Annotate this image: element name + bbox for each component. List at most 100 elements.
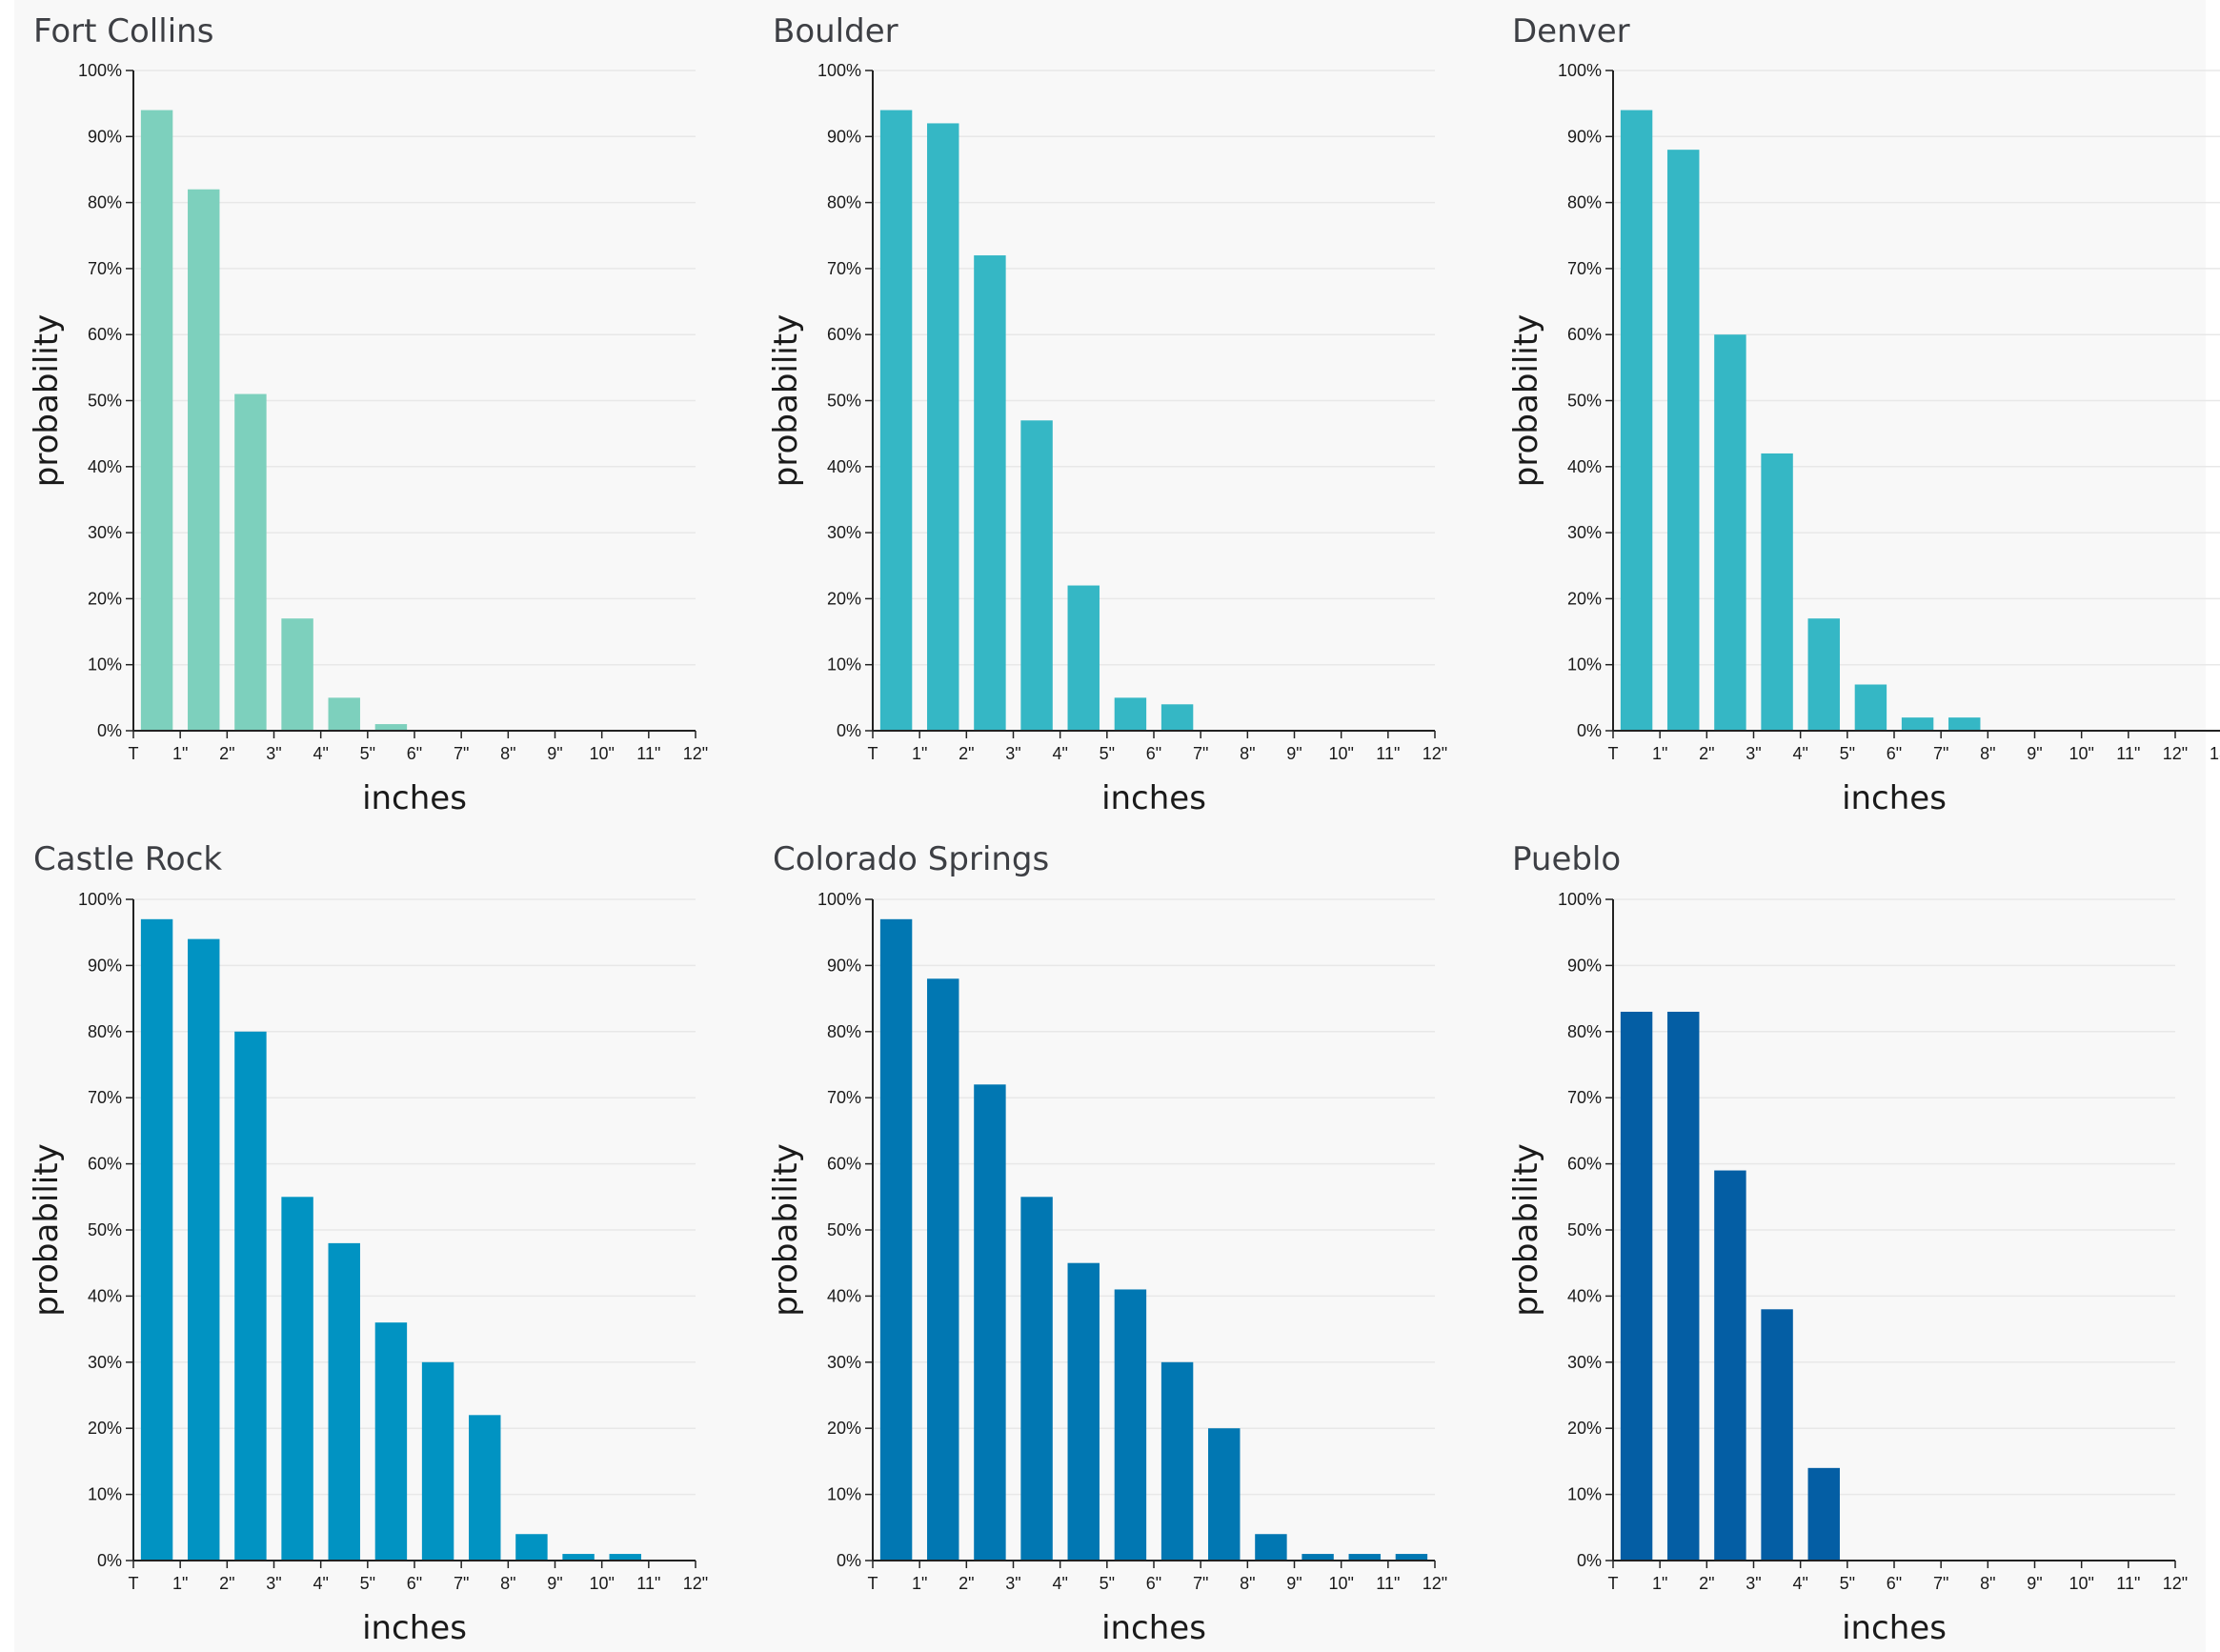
x-tick-label: 1": [1652, 1574, 1667, 1593]
x-tick-label: 9": [1286, 1574, 1302, 1593]
bar: [974, 1084, 1006, 1561]
x-axis-label: inches: [1842, 779, 1947, 817]
y-tick-label: 0%: [837, 1551, 861, 1570]
y-tick-label: 90%: [88, 956, 122, 975]
x-tick-label: T: [1608, 1574, 1619, 1593]
bar: [188, 189, 220, 732]
x-tick-label: 6": [407, 744, 422, 763]
x-tick-label: T: [868, 1574, 878, 1593]
y-tick-label: 80%: [1567, 193, 1602, 212]
y-tick-label: 30%: [1567, 1353, 1602, 1372]
bar: [1948, 717, 1981, 731]
y-tick-label: 100%: [78, 61, 122, 80]
bar: [1667, 150, 1700, 731]
bar: [1714, 334, 1746, 731]
x-tick-label: 12": [683, 744, 708, 763]
y-tick-label: 90%: [88, 127, 122, 146]
x-tick-label: 3": [1746, 1574, 1761, 1593]
x-tick-label: 1": [172, 1574, 188, 1593]
y-tick-label: 80%: [88, 193, 122, 212]
y-tick-label: 30%: [827, 523, 861, 542]
x-tick-label: 4": [313, 1574, 328, 1593]
y-tick-label: 50%: [827, 1220, 861, 1239]
y-axis-label: probability: [1507, 314, 1545, 487]
y-tick-label: 40%: [827, 1286, 861, 1305]
x-tick-label: 7": [454, 744, 469, 763]
y-tick-label: 100%: [817, 890, 861, 909]
x-tick-label: 2": [219, 744, 234, 763]
y-tick-label: 100%: [1558, 61, 1602, 80]
bar: [562, 1554, 595, 1561]
bar: [281, 1197, 313, 1561]
bar: [927, 123, 959, 731]
x-tick-label: 4": [1052, 1574, 1067, 1593]
x-tick-label: 6": [407, 1574, 422, 1593]
x-tick-label: 11": [1376, 1574, 1400, 1593]
bar: [188, 938, 220, 1561]
x-tick-label: T: [129, 744, 139, 763]
bar: [1714, 1170, 1746, 1561]
y-tick-label: 50%: [1567, 1220, 1602, 1239]
y-tick-label: 40%: [1567, 457, 1602, 476]
y-tick-label: 20%: [1567, 1419, 1602, 1438]
bar: [1067, 585, 1100, 731]
y-tick-label: 70%: [827, 1088, 861, 1107]
y-tick-label: 50%: [827, 392, 861, 411]
bar: [974, 255, 1006, 731]
y-tick-label: 40%: [1567, 1286, 1602, 1305]
y-tick-label: 70%: [827, 259, 861, 278]
x-tick-label: 11": [2116, 1574, 2140, 1593]
bar: [1620, 110, 1653, 731]
bar: [1854, 684, 1887, 731]
x-tick-label: 2": [1699, 1574, 1714, 1593]
bar: [1020, 420, 1053, 731]
y-axis-label: probability: [767, 1143, 805, 1316]
y-tick-label: 0%: [1577, 1551, 1602, 1570]
y-tick-label: 10%: [827, 1485, 861, 1504]
chart-pueblo: Pueblo 0% 10% 20% 30% 40% 50% 60% 70% 80% 90% 100% T…: [1507, 840, 2188, 1647]
x-tick-label: 9": [2027, 744, 2042, 763]
y-tick-label: 60%: [88, 1155, 122, 1174]
x-tick-label: 5": [360, 1574, 375, 1593]
x-axis-label: inches: [362, 779, 467, 817]
x-tick-label: 6": [1887, 1574, 1902, 1593]
y-tick-label: 40%: [827, 457, 861, 476]
x-tick-label: 4": [313, 744, 328, 763]
y-tick-label: 20%: [88, 589, 122, 608]
x-tick-label: 5": [1100, 744, 1115, 763]
bar: [1067, 1262, 1100, 1561]
y-tick-label: 60%: [1567, 1155, 1602, 1174]
x-tick-label: 3": [1005, 744, 1020, 763]
bar: [328, 1242, 360, 1561]
x-axis-label: inches: [1101, 1609, 1206, 1647]
bar: [374, 724, 408, 731]
x-tick-label: 12": [1423, 744, 1447, 763]
y-tick-label: 90%: [1567, 127, 1602, 146]
y-tick-label: 60%: [1567, 325, 1602, 344]
y-axis-label: probability: [28, 314, 66, 487]
x-tick-label: 12": [683, 1574, 708, 1593]
bar: [1667, 1011, 1700, 1561]
x-tick-label: 9": [547, 1574, 562, 1593]
y-tick-label: 10%: [1567, 655, 1602, 675]
y-axis-label: probability: [28, 1143, 66, 1316]
x-tick-label: 3": [1746, 744, 1761, 763]
y-tick-label: 30%: [827, 1353, 861, 1372]
bar: [1114, 1289, 1147, 1561]
y-tick-label: 0%: [97, 1551, 122, 1570]
x-tick-label: 5": [1840, 1574, 1855, 1593]
y-tick-label: 80%: [827, 193, 861, 212]
bar: [1255, 1534, 1287, 1561]
y-tick-label: 70%: [1567, 1088, 1602, 1107]
bar: [1114, 697, 1147, 731]
y-tick-label: 20%: [827, 1419, 861, 1438]
bar: [1348, 1554, 1381, 1561]
y-tick-label: 60%: [827, 1155, 861, 1174]
y-tick-label: 90%: [827, 956, 861, 975]
y-tick-label: 20%: [1567, 589, 1602, 608]
y-tick-label: 30%: [88, 1353, 122, 1372]
x-tick-label: 12": [2163, 1574, 2188, 1593]
y-tick-label: 50%: [1567, 392, 1602, 411]
bar: [328, 697, 360, 731]
y-tick-label: 40%: [88, 457, 122, 476]
